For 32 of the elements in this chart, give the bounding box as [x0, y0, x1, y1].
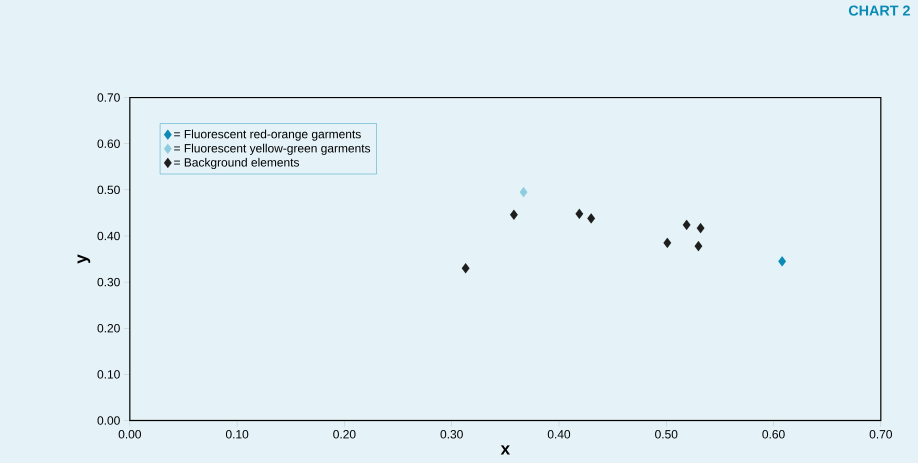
legend-label: = Fluorescent yellow-green garments [174, 144, 370, 155]
y-tick-label: 0.50 [98, 186, 120, 194]
point [462, 263, 470, 274]
legend-label: = Background elements [174, 158, 300, 170]
point [587, 213, 596, 224]
point [682, 220, 691, 230]
y-tick-label: 0.60 [98, 139, 120, 148]
legend-label: = Fluorescent red-orange garments [174, 130, 361, 141]
x-axis-title: x [500, 445, 510, 454]
x-tick-label: 0.60 [762, 430, 785, 439]
y-tick-label: 0.20 [98, 324, 120, 332]
y-axis-title: y [78, 254, 90, 264]
x-tick-label: 0.70 [870, 430, 892, 439]
point [575, 208, 584, 220]
x-tick-label: 0.50 [655, 430, 678, 439]
chart-title: CHART 2 [848, 6, 910, 16]
point [663, 238, 672, 248]
y-tick-label: 0.30 [98, 278, 120, 286]
y-tick-label: 0.00 [98, 416, 120, 425]
x-tick-label: 0.20 [333, 430, 356, 439]
x-tick-label: 0.30 [440, 430, 463, 439]
point [696, 222, 705, 234]
point [778, 256, 786, 267]
point [694, 240, 702, 252]
x-tick-label: 0.40 [548, 430, 570, 439]
point [520, 186, 528, 198]
point [510, 210, 518, 220]
x-tick-label: 0.00 [118, 430, 141, 439]
y-tick-label: 0.70 [98, 93, 120, 102]
y-tick-label: 0.10 [98, 370, 120, 379]
y-tick-label: 0.40 [98, 232, 120, 240]
x-tick-label: 0.10 [226, 430, 248, 439]
